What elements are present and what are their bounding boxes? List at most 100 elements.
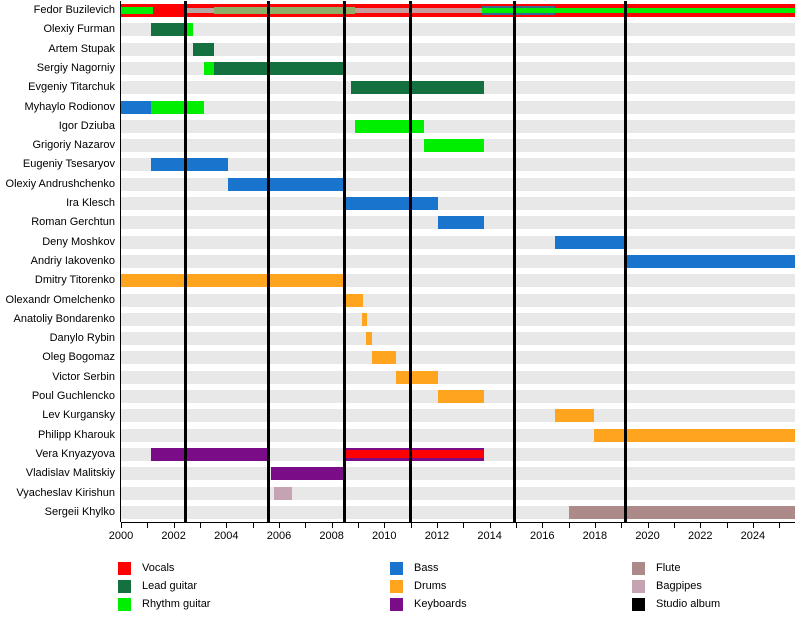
legend-label: Bagpipes [656,580,702,592]
member-label: Igor Dziuba [58,119,115,132]
member-label: Olexandr Omelchenko [5,293,115,306]
legend-swatch-lead [118,580,131,593]
row-band [121,100,795,114]
axis-tick [647,523,649,528]
axis-tick [542,523,544,528]
timeline-bar-bass [438,216,485,230]
year-label: 2018 [582,530,608,542]
axis-tick [252,523,254,528]
legend-swatch-drums [390,580,403,593]
axis-tick [621,523,623,528]
timeline-bar-drums [396,370,439,384]
row-band [121,409,795,423]
row-band [121,312,795,326]
legend-label: Bass [414,562,439,574]
member-label: Philipp Kharouk [37,428,115,441]
timeline-bar-drums [593,428,795,442]
axis-tick [436,523,438,528]
timeline-bar-drums [438,390,485,403]
year-label: 2008 [319,530,344,542]
axis-tick [173,523,175,528]
member-label: Sergeii Khylko [44,505,115,518]
row-band [121,235,795,249]
timeline-bar-lead [193,42,215,56]
member-label: Oleg Bogomaz [42,351,115,364]
timeline-bar-flute [568,505,795,519]
timeline-bar-keyboards [271,467,345,481]
member-label: Roman Gerchtun [31,216,115,229]
member-label: Olexiy Furman [43,23,115,36]
member-label: Vladislav Malitskiy [25,467,115,480]
axis-tick [463,523,465,528]
timeline-bar-drums [346,293,364,307]
legend-swatch-keyboards [390,598,403,611]
timeline-bar-lead [214,61,347,75]
member-label: Artem Stupak [48,42,115,55]
year-label: 2006 [266,530,292,542]
y-axis [120,1,121,522]
axis-tick [199,523,201,528]
year-label: 2020 [635,530,660,542]
legend-label: Rhythm guitar [142,598,211,610]
axis-tick [568,523,570,528]
axis-tick [331,523,333,528]
timeline-bar-bass [151,158,228,172]
member-label: Sergiy Nagorniy [36,61,115,74]
row-band [121,23,795,37]
timeline-bar-vocals [346,450,485,459]
member-label: Olexiy Andrushchenko [5,177,115,190]
timeline-bar-drums [555,409,594,423]
axis-tick [726,523,728,528]
year-label: 2014 [477,530,502,542]
member-label: Poul Guchlencko [31,390,115,402]
member-label: Deny Moshkov [42,235,115,248]
year-label: 2000 [108,530,134,542]
axis-tick [515,523,517,528]
studio-album-line [409,1,413,522]
member-label: Grigoriy Nazarov [32,139,115,152]
timeline-bar-bass [555,235,626,249]
timeline-bar-lead [151,23,186,37]
timeline-bar-rhythm [423,139,485,153]
member-label: Andriy Iakovenko [30,254,115,267]
axis-tick [226,523,228,528]
row-band [121,370,795,384]
row-band [121,197,795,210]
timeline-bar-bass [121,100,152,114]
member-label: Eugeniy Tsesaryov [22,158,115,171]
timeline-bar-silver [185,8,215,13]
axis-tick [673,523,675,528]
year-label: 2010 [372,530,397,542]
studio-album-line [266,1,270,522]
legend-label: Vocals [142,562,175,574]
member-label: Ira Klesch [66,197,115,209]
member-label: Fedor Buzilevich [33,4,115,16]
axis-tick [410,523,412,528]
axis-tick [384,523,386,528]
timeline-bar-rhythm [355,119,424,133]
timeline-bar-bass [344,197,439,210]
row-band [121,42,795,56]
year-label: 2022 [687,530,713,542]
timeline-bar-keyboards [151,447,269,461]
axis-tick [305,523,307,528]
axis-tick [700,523,702,528]
member-label: Vyacheslav Kirishun [16,486,115,499]
legend-label: Drums [414,580,447,592]
year-label: 2024 [740,530,766,542]
legend-swatch-album [632,598,645,611]
legend-label: Studio album [656,598,721,610]
axis-tick [752,523,754,528]
legend-swatch-vocals [118,562,131,575]
member-label: Myhaylo Rodionov [24,100,116,113]
legend-label: Keyboards [414,598,467,610]
timeline-bar-rhythm [185,23,194,37]
legend-swatch-flute [632,562,645,575]
axis-tick [121,523,122,528]
timeline-bar-bagpipes [273,486,293,500]
x-axis [121,522,795,523]
year-label: 2004 [214,530,239,542]
row-band [121,119,795,133]
axis-tick [147,523,149,528]
axis-tick [357,523,359,528]
